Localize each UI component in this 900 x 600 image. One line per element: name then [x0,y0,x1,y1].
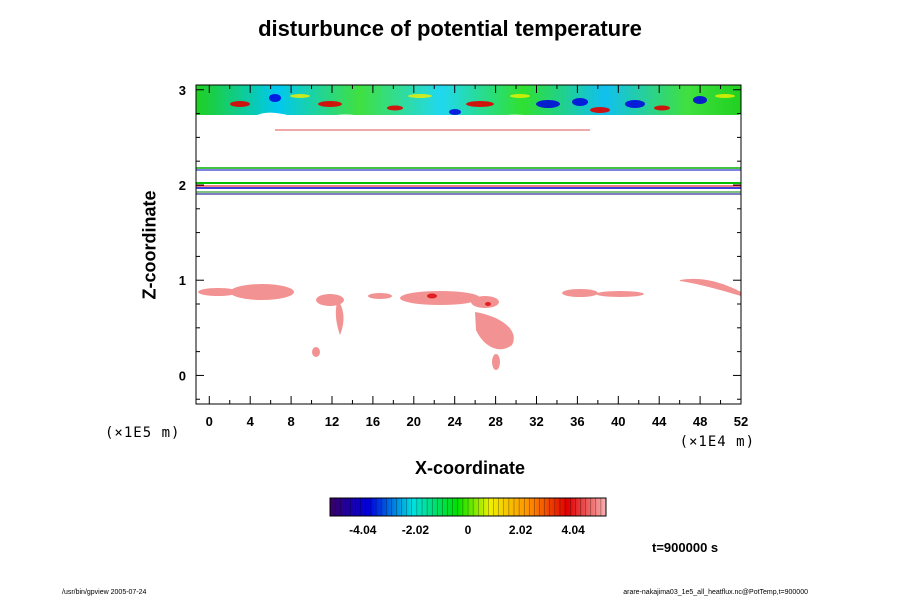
plot-frame [195,84,742,405]
chart-title: disturbunce of potential temperature [258,16,642,41]
colorbar-tick-label: 2.02 [509,523,533,537]
colorbar-ticks: -4.04 -2.02 0 2.02 4.04 [349,523,585,537]
x-tick-label: 16 [366,414,380,429]
y-tick-label: 0 [179,368,186,383]
colorbar-tick-label: -2.02 [402,523,430,537]
time-label: t=900000 s [652,540,719,555]
y-tick-label: 3 [179,83,186,98]
x-tick-label: 4 [247,414,255,429]
upper-layer [196,85,741,135]
x-axis-unit: (×1E4 m) [679,434,755,450]
colorbar-segments [334,498,602,516]
x-tick-label: 12 [325,414,339,429]
upper-layer-lower-edge [196,112,741,135]
colorbar-tick-label: 4.04 [562,523,586,537]
x-tick-label: 20 [407,414,421,429]
colorbar-tick-label: 0 [465,523,472,537]
y-tick-label: 1 [179,273,186,288]
x-tick-label: 28 [488,414,502,429]
x-tick-label: 24 [447,414,462,429]
y-axis: 0 1 2 3 [179,83,741,400]
lower-blobs [198,278,741,370]
footer-left: /usr/bin/gpview 2005-07-24 [62,589,147,596]
x-tick-label: 52 [734,414,748,429]
y-axis-unit: (×1E5 m) [105,425,181,441]
y-tick-label: 2 [179,178,186,193]
band-2-25 [196,167,741,171]
colorbar-tick-label: -4.04 [349,523,377,537]
x-tick-label: 48 [693,414,707,429]
lower-blob-cores [427,293,491,306]
x-tick-label: 40 [611,414,625,429]
x-tick-label: 0 [206,414,213,429]
y-axis-label: Z-coordinate [139,190,160,300]
x-axis: 0 4 8 12 16 20 24 28 32 36 40 44 48 52 [206,85,748,429]
x-tick-label: 8 [287,414,294,429]
x-tick-label: 44 [652,414,667,429]
band-2-08 [196,182,741,189]
x-tick-label: 36 [570,414,584,429]
x-axis-label: X-coordinate [414,458,525,478]
band-2-02 [196,191,741,195]
footer-right: arare-nakajima03_1e5_all_heatflux.nc@Pot… [623,589,808,596]
x-tick-label: 32 [529,414,543,429]
